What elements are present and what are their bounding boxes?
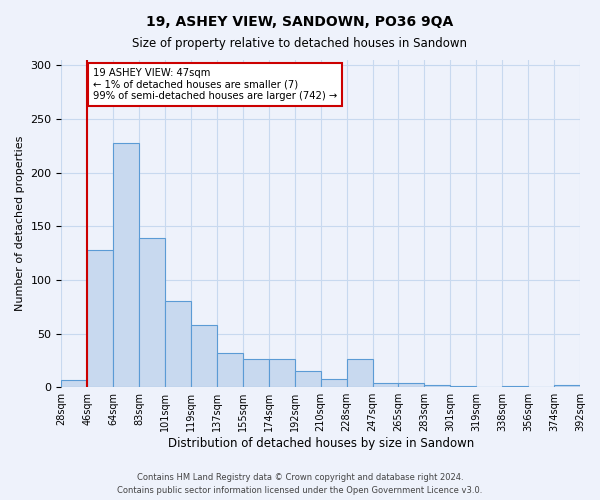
Bar (61, 380, 88, 387)
Bar (321, 378, 347, 387)
Text: 19 ASHEY VIEW: 47sqm
← 1% of detached houses are smaller (7)
99% of semi-detache: 19 ASHEY VIEW: 47sqm ← 1% of detached ho… (92, 68, 337, 100)
Bar (217, 353, 243, 387)
Bar (424, 385, 451, 387)
Bar (295, 371, 321, 387)
Bar (398, 383, 424, 387)
Bar (139, 238, 165, 387)
Text: Size of property relative to detached houses in Sandown: Size of property relative to detached ho… (133, 38, 467, 51)
Bar (113, 142, 139, 387)
Bar (502, 386, 528, 387)
Bar (243, 360, 269, 387)
Text: Contains HM Land Registry data © Crown copyright and database right 2024.
Contai: Contains HM Land Registry data © Crown c… (118, 473, 482, 495)
Y-axis label: Number of detached properties: Number of detached properties (15, 136, 25, 312)
X-axis label: Distribution of detached houses by size in Sandown: Distribution of detached houses by size … (167, 437, 474, 450)
Bar (88, 250, 113, 387)
Bar (373, 383, 398, 387)
Bar (554, 385, 580, 387)
Bar (165, 302, 191, 387)
Bar (191, 325, 217, 387)
Bar (451, 386, 476, 387)
Text: 19, ASHEY VIEW, SANDOWN, PO36 9QA: 19, ASHEY VIEW, SANDOWN, PO36 9QA (146, 15, 454, 29)
Bar (347, 360, 373, 387)
Bar (269, 360, 295, 387)
